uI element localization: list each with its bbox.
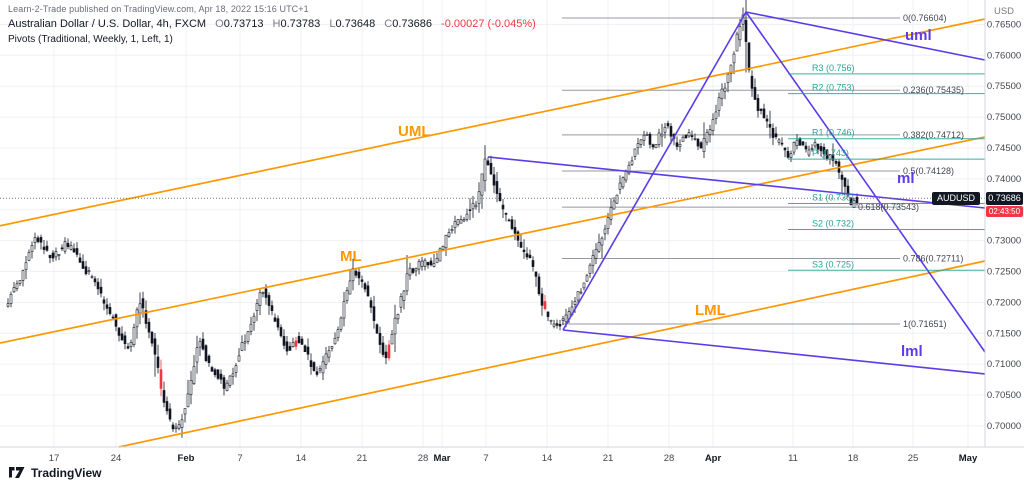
svg-text:14: 14 (296, 453, 307, 464)
svg-text:7: 7 (483, 453, 488, 464)
svg-text:0.70500: 0.70500 (987, 390, 1021, 401)
bar-countdown: 02:43:50 (986, 206, 1023, 217)
svg-text:28: 28 (664, 453, 675, 464)
svg-text:R1 (0.746): R1 (0.746) (812, 128, 855, 138)
svg-text:0.71000: 0.71000 (987, 359, 1021, 370)
svg-text:0.74000: 0.74000 (987, 174, 1021, 185)
svg-text:28: 28 (418, 453, 429, 464)
svg-text:25: 25 (908, 453, 919, 464)
time-axis[interactable]: 17 24 Feb 7 14 21 28 Mar 7 14 21 28 Apr 11 18 25 May (0, 446, 1024, 485)
svg-text:LML: LML (695, 302, 726, 319)
fib-labels: 0(0.76604) 0.236(0.75435) 0.382(0.74712) 0.… (858, 13, 964, 329)
svg-text:24: 24 (111, 453, 122, 464)
svg-text:S1 (0.736): S1 (0.736) (812, 193, 854, 203)
svg-text:0(0.76604): 0(0.76604) (903, 13, 947, 23)
svg-text:0.786(0.72711): 0.786(0.72711) (903, 253, 963, 263)
svg-text:0.71500: 0.71500 (987, 328, 1021, 339)
svg-text:0.70000: 0.70000 (987, 421, 1021, 432)
svg-text:0.76000: 0.76000 (987, 50, 1021, 61)
svg-text:7: 7 (237, 453, 242, 464)
svg-text:0.73000: 0.73000 (987, 236, 1021, 247)
svg-text:S3 (0.725): S3 (0.725) (812, 259, 854, 269)
svg-text:Apr: Apr (705, 453, 722, 464)
currency-label: USD (994, 6, 1014, 17)
svg-text:0.72000: 0.72000 (987, 297, 1021, 308)
svg-text:14: 14 (542, 453, 553, 464)
svg-text:0.5(0.74128): 0.5(0.74128) (903, 166, 954, 176)
svg-text:0.76500: 0.76500 (987, 19, 1021, 30)
descending-pitchfork[interactable]: uml ml lml (487, 11, 986, 375)
svg-text:lml: lml (901, 343, 923, 360)
svg-text:0.75000: 0.75000 (987, 112, 1021, 123)
tradingview-logo-icon (9, 467, 25, 478)
svg-text:uml: uml (905, 27, 932, 44)
svg-text:0.75500: 0.75500 (987, 81, 1021, 92)
symbol-price-flag: AUDUSD (931, 192, 980, 205)
tradingview-footer[interactable]: TradingView (8, 465, 101, 480)
candlestick-series (6, 0, 859, 438)
svg-text:11: 11 (788, 453, 798, 464)
svg-text:0.236(0.75435): 0.236(0.75435) (903, 85, 964, 95)
svg-text:0.72500: 0.72500 (987, 267, 1021, 278)
last-price-label: 0.73686 (986, 192, 1023, 205)
svg-text:ML: ML (340, 248, 362, 265)
fib-retracement[interactable] (562, 17, 900, 325)
svg-text:1(0.71651): 1(0.71651) (903, 319, 947, 329)
svg-text:ml: ml (897, 170, 915, 187)
svg-text:S2 (0.732): S2 (0.732) (812, 219, 854, 229)
tradingview-brand-text: TradingView (31, 465, 102, 480)
svg-text:Feb: Feb (178, 453, 195, 464)
svg-text:UML: UML (398, 123, 431, 140)
svg-text:Mar: Mar (434, 453, 451, 464)
svg-text:17: 17 (49, 453, 60, 464)
svg-text:21: 21 (357, 453, 368, 464)
svg-text:0.382(0.74712): 0.382(0.74712) (903, 130, 964, 140)
price-axis[interactable]: 0.76500 0.76000 0.75500 0.75000 0.74500 0.740… (984, 0, 1024, 485)
svg-text:18: 18 (848, 453, 859, 464)
svg-text:R3 (0.756): R3 (0.756) (812, 63, 855, 73)
svg-text:R2 (0.753): R2 (0.753) (812, 83, 855, 93)
svg-text:21: 21 (603, 453, 614, 464)
svg-text:0.618(0.73543): 0.618(0.73543) (858, 202, 919, 212)
ascending-pitchfork[interactable]: UML ML LML (0, 18, 986, 448)
svg-text:P (0.743): P (0.743) (812, 148, 849, 158)
svg-text:0.74500: 0.74500 (987, 143, 1021, 154)
svg-text:May: May (959, 453, 978, 464)
